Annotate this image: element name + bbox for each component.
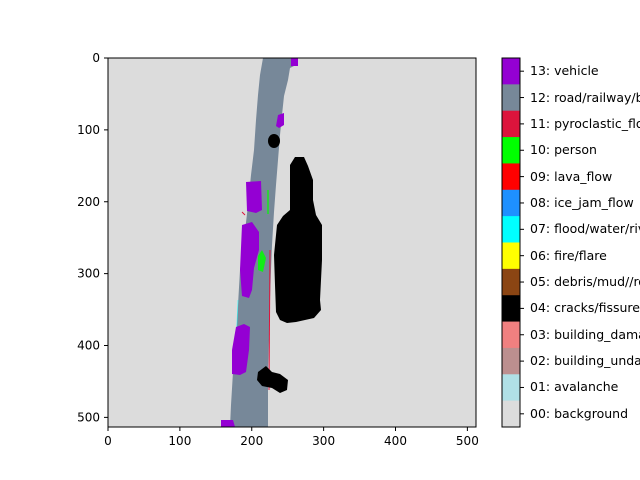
colorbar-swatch (502, 84, 520, 112)
vehicle-3 (246, 181, 262, 213)
colorbar-label: 07: flood/water/river/sea (530, 221, 640, 237)
x-tick-label: 300 (312, 434, 335, 448)
colorbar-label: 05: debris/mud//rock flow (530, 274, 640, 290)
colorbar-swatch (502, 374, 520, 402)
colorbar-swatch (502, 268, 520, 296)
vehicle-6 (221, 420, 235, 427)
cracks-bottom (257, 366, 288, 393)
cracks-large (274, 157, 322, 323)
colorbar-swatch (502, 163, 520, 191)
colorbar-label: 04: cracks/fissure/subsidence (530, 300, 640, 316)
colorbar-label: 00: background (530, 405, 629, 421)
colorbar-label: 06: fire/flare (530, 247, 607, 263)
colorbar-label: 10: person (530, 142, 597, 158)
colorbar-swatch (502, 216, 520, 243)
colorbar-label: 08: ice_jam_flow (530, 194, 634, 210)
y-tick-label: 400 (77, 339, 100, 353)
colorbar-swatch (502, 58, 520, 85)
colorbar-label: 12: road/railway/bridge (530, 89, 640, 105)
colorbar-swatch (502, 189, 520, 217)
x-tick-label: 200 (240, 434, 263, 448)
y-tick-label: 300 (77, 267, 100, 281)
colorbar-swatch (502, 321, 520, 349)
x-tick-label: 500 (456, 434, 479, 448)
colorbar-swatch (502, 295, 520, 323)
image-frame (107, 57, 477, 428)
colorbar-swatch (502, 400, 520, 428)
x-tick-label: 100 (168, 434, 191, 448)
colorbar (501, 57, 524, 428)
y-tick-label: 0 (92, 51, 100, 65)
x-tick-label: 400 (384, 434, 407, 448)
vehicle-4 (240, 222, 259, 298)
colorbar-label: 13: vehicle (530, 63, 599, 79)
pyroclastic-speck (241, 211, 246, 216)
x-axis: 0 100 200 300 400 500 (104, 427, 479, 448)
road-edge-red (268, 249, 271, 391)
y-tick-label: 500 (77, 410, 100, 424)
colorbar-frame (501, 57, 521, 428)
x-tick-label: 0 (104, 434, 112, 448)
y-tick-label: 100 (77, 123, 100, 137)
colorbar-label: 02: building_undamaged (530, 353, 640, 369)
y-tick-label: 200 (77, 195, 100, 209)
y-axis: 0 100 200 300 400 500 (77, 51, 108, 424)
colorbar-label: 11: pyroclastic_flow (530, 115, 640, 131)
colorbar-swatch (502, 110, 520, 138)
colorbar-label: 03: building_damaged (530, 326, 640, 342)
cracks-small-top (268, 134, 280, 148)
segmentation-image (107, 57, 477, 428)
colorbar-label: 09: lava_flow (530, 168, 613, 184)
vehicle-1 (276, 113, 284, 128)
colorbar-swatch (502, 347, 520, 375)
person-2 (258, 250, 266, 272)
colorbar-swatch (502, 242, 520, 270)
vehicle-2 (291, 58, 298, 66)
vehicle-5 (232, 324, 250, 375)
colorbar-label: 01: avalanche (530, 379, 619, 395)
colorbar-swatch (502, 137, 520, 164)
